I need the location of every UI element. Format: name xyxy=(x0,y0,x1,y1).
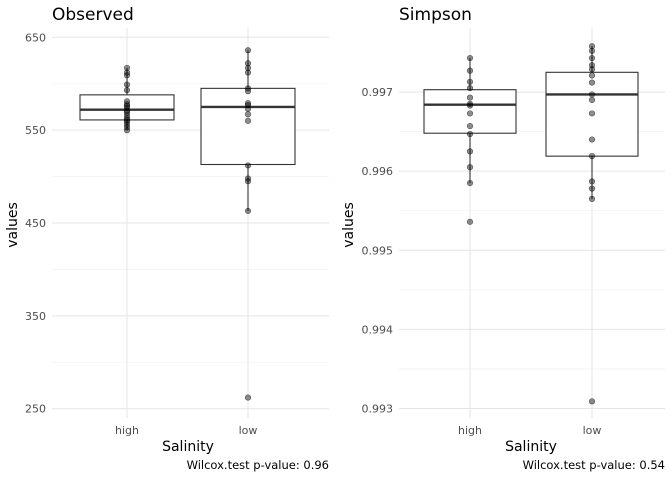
observed-point-low xyxy=(244,117,252,124)
simpson-point-low xyxy=(588,178,596,185)
observed-y-tick-labels: 250 350 450 550 650 xyxy=(25,31,46,415)
observed-x-tick-label-high: high xyxy=(115,424,139,437)
simpson-point-high xyxy=(466,85,474,92)
observed-point-low xyxy=(244,394,252,401)
observed-y-tick-label: 450 xyxy=(25,217,46,230)
simpson-y-tick-label: 0.996 xyxy=(362,165,394,178)
observed-point-high xyxy=(123,69,131,76)
observed-panel: 250 350 450 550 650 high low Observed Salinit… xyxy=(5,5,329,472)
simpson-point-low xyxy=(588,47,596,55)
simpson-point-low xyxy=(588,79,596,86)
simpson-point-low xyxy=(588,398,596,405)
simpson-y-tick-label: 0.994 xyxy=(362,323,394,336)
observed-x-tick-labels: high low xyxy=(115,424,257,437)
simpson-point-low xyxy=(588,54,596,62)
observed-major-grid xyxy=(52,28,329,418)
simpson-point-high xyxy=(466,94,474,101)
simpson-point-low xyxy=(588,153,596,160)
observed-minor-grid xyxy=(52,83,329,363)
observed-point-high xyxy=(123,116,131,124)
observed-y-tick-label: 550 xyxy=(25,124,46,137)
simpson-point-low xyxy=(588,96,596,104)
simpson-point-high xyxy=(466,78,474,85)
simpson-point-low xyxy=(588,195,596,202)
simpson-point-high xyxy=(466,164,474,171)
observed-points xyxy=(123,47,252,401)
simpson-point-high xyxy=(466,54,474,62)
simpson-y-tick-label: 0.993 xyxy=(362,403,394,416)
simpson-x-tick-labels: high low xyxy=(458,424,601,437)
simpson-point-high xyxy=(466,102,474,109)
simpson-point-high xyxy=(466,100,474,108)
simpson-point-high xyxy=(466,218,474,225)
observed-point-high xyxy=(123,81,131,88)
observed-point-high xyxy=(123,64,131,72)
simpson-point-high xyxy=(466,148,474,155)
observed-point-low xyxy=(244,69,252,76)
simpson-point-low xyxy=(588,91,596,98)
simpson-boxes xyxy=(423,46,639,199)
observed-box-low xyxy=(200,87,296,166)
observed-title: Observed xyxy=(52,5,134,25)
observed-point-low xyxy=(244,101,252,109)
observed-x-tick-label-low: low xyxy=(239,424,258,437)
observed-x-axis-label: Salinity xyxy=(162,439,214,455)
simpson-wilcox-caption: Wilcox.test p-value: 0.54 xyxy=(523,458,665,472)
simpson-point-low xyxy=(588,136,596,143)
simpson-point-high xyxy=(466,67,474,74)
observed-point-high xyxy=(123,98,131,105)
observed-point-low xyxy=(244,60,252,67)
observed-wilcox-caption: Wilcox.test p-value: 0.96 xyxy=(187,458,329,472)
simpson-point-high xyxy=(466,130,474,138)
observed-point-low xyxy=(244,100,252,107)
simpson-point-low xyxy=(588,110,596,117)
observed-y-tick-label: 250 xyxy=(25,403,46,416)
observed-y-tick-label: 650 xyxy=(25,31,46,44)
observed-boxes xyxy=(79,50,296,211)
simpson-x-tick-label-high: high xyxy=(458,424,482,437)
simpson-point-high xyxy=(466,122,474,130)
simpson-points xyxy=(466,43,596,405)
observed-box-high xyxy=(79,94,175,121)
observed-point-low xyxy=(244,162,252,169)
simpson-title: Simpson xyxy=(399,5,472,25)
observed-point-high xyxy=(123,102,131,110)
simpson-point-low xyxy=(588,62,596,69)
observed-point-high xyxy=(123,87,131,94)
simpson-y-axis-label: values xyxy=(341,202,357,248)
simpson-point-low xyxy=(588,43,596,50)
observed-point-low xyxy=(244,175,252,182)
simpson-x-axis-label: Salinity xyxy=(505,439,557,455)
simpson-x-tick-label-low: low xyxy=(583,424,602,437)
observed-point-low xyxy=(244,111,252,118)
observed-point-low xyxy=(244,207,252,215)
simpson-y-tick-label: 0.997 xyxy=(362,86,394,99)
simpson-point-low xyxy=(588,185,596,192)
observed-point-low xyxy=(244,85,252,92)
observed-point-low xyxy=(244,64,252,72)
observed-point-low xyxy=(244,47,252,54)
observed-y-axis-label: values xyxy=(5,202,21,248)
observed-y-tick-label: 350 xyxy=(25,310,46,323)
observed-point-high xyxy=(123,109,131,116)
simpson-point-low xyxy=(588,72,596,79)
simpson-panel: 0.993 0.994 0.995 0.996 0.997 high low Simpso… xyxy=(341,5,665,472)
simpson-point-high xyxy=(466,110,474,117)
simpson-y-tick-label: 0.995 xyxy=(362,244,394,257)
simpson-y-tick-labels: 0.993 0.994 0.995 0.996 0.997 xyxy=(362,86,394,415)
simpson-box-high xyxy=(423,89,517,134)
simpson-point-high xyxy=(466,179,474,187)
